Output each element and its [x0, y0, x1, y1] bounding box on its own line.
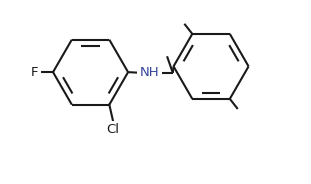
Text: F: F [31, 66, 39, 79]
Text: NH: NH [140, 66, 160, 79]
Text: Cl: Cl [106, 123, 119, 136]
